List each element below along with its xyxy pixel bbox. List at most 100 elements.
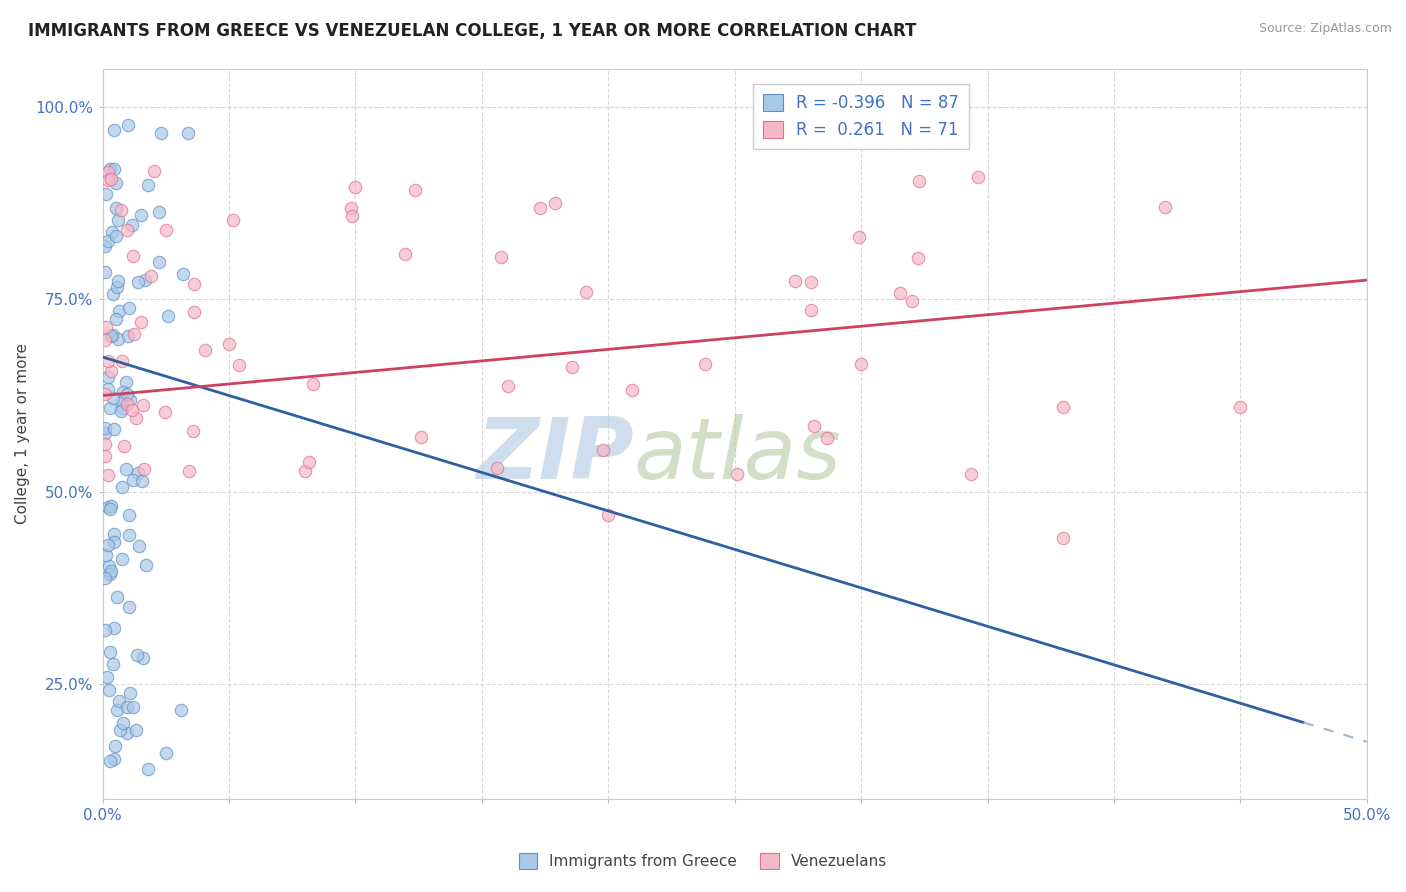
Point bbox=[298, 455, 321, 469]
Point bbox=[592, 443, 614, 458]
Point bbox=[104, 201, 127, 215]
Point bbox=[117, 699, 139, 714]
Point bbox=[111, 715, 134, 730]
Point bbox=[94, 387, 117, 401]
Point bbox=[97, 467, 120, 482]
Point bbox=[117, 527, 139, 541]
Point bbox=[340, 209, 363, 223]
Point bbox=[105, 176, 128, 190]
Point bbox=[128, 539, 150, 553]
Point bbox=[103, 123, 125, 137]
Point bbox=[693, 357, 716, 371]
Point bbox=[967, 170, 990, 185]
Point bbox=[118, 301, 141, 316]
Text: Source: ZipAtlas.com: Source: ZipAtlas.com bbox=[1258, 22, 1392, 36]
Point bbox=[1229, 400, 1251, 414]
Point bbox=[105, 280, 128, 294]
Point bbox=[575, 285, 598, 300]
Point bbox=[117, 119, 139, 133]
Point bbox=[561, 359, 583, 374]
Point bbox=[111, 384, 134, 399]
Point bbox=[98, 502, 121, 516]
Point bbox=[177, 126, 200, 140]
Text: IMMIGRANTS FROM GREECE VS VENEZUELAN COLLEGE, 1 YEAR OR MORE CORRELATION CHART: IMMIGRANTS FROM GREECE VS VENEZUELAN COL… bbox=[28, 22, 917, 40]
Point bbox=[103, 287, 125, 301]
Legend: Immigrants from Greece, Venezuelans: Immigrants from Greece, Venezuelans bbox=[513, 847, 893, 875]
Point bbox=[98, 161, 121, 176]
Point bbox=[96, 173, 118, 187]
Point bbox=[103, 161, 125, 176]
Point bbox=[148, 255, 170, 269]
Point bbox=[179, 464, 201, 478]
Point bbox=[132, 398, 155, 412]
Point bbox=[129, 315, 152, 329]
Point bbox=[815, 431, 838, 445]
Point bbox=[848, 230, 870, 244]
Point bbox=[107, 694, 129, 708]
Point bbox=[125, 410, 148, 425]
Point bbox=[485, 461, 508, 475]
Point bbox=[117, 329, 139, 343]
Point bbox=[94, 265, 117, 279]
Point bbox=[100, 225, 122, 239]
Point bbox=[339, 201, 361, 215]
Point bbox=[100, 329, 122, 343]
Point bbox=[103, 752, 125, 766]
Point bbox=[193, 343, 215, 357]
Point bbox=[598, 508, 620, 522]
Point bbox=[121, 473, 143, 487]
Point bbox=[94, 320, 117, 334]
Point bbox=[122, 249, 145, 263]
Point bbox=[491, 251, 513, 265]
Point bbox=[149, 126, 172, 140]
Point bbox=[110, 723, 132, 738]
Point bbox=[98, 401, 121, 416]
Point bbox=[118, 392, 141, 407]
Legend: R = -0.396   N = 87, R =  0.261   N = 71: R = -0.396 N = 87, R = 0.261 N = 71 bbox=[754, 84, 969, 149]
Y-axis label: College, 1 year or more: College, 1 year or more bbox=[15, 343, 30, 524]
Point bbox=[960, 467, 983, 481]
Point bbox=[183, 305, 205, 319]
Point bbox=[97, 234, 120, 248]
Point bbox=[96, 549, 118, 563]
Point bbox=[118, 508, 141, 523]
Point bbox=[121, 403, 143, 417]
Point bbox=[107, 213, 129, 227]
Point bbox=[1052, 400, 1074, 414]
Point bbox=[131, 474, 153, 488]
Point bbox=[411, 430, 433, 444]
Point bbox=[97, 370, 120, 384]
Point bbox=[100, 364, 122, 378]
Point bbox=[394, 247, 416, 261]
Point bbox=[105, 590, 128, 604]
Point bbox=[121, 218, 143, 232]
Point bbox=[172, 267, 194, 281]
Point bbox=[94, 238, 117, 252]
Point bbox=[155, 223, 177, 237]
Point bbox=[107, 331, 129, 345]
Point bbox=[294, 464, 316, 478]
Point bbox=[800, 275, 823, 289]
Point bbox=[529, 201, 551, 215]
Point bbox=[96, 670, 118, 684]
Point bbox=[111, 551, 134, 566]
Point bbox=[94, 571, 117, 585]
Point bbox=[135, 558, 157, 573]
Point bbox=[127, 275, 149, 289]
Point bbox=[94, 333, 117, 347]
Text: ZIP: ZIP bbox=[477, 415, 634, 498]
Point bbox=[104, 739, 127, 753]
Point bbox=[97, 538, 120, 552]
Point bbox=[103, 534, 125, 549]
Point bbox=[139, 268, 162, 283]
Point bbox=[114, 462, 136, 476]
Point bbox=[115, 726, 138, 740]
Point bbox=[97, 500, 120, 514]
Point bbox=[908, 174, 931, 188]
Point bbox=[136, 178, 159, 192]
Point bbox=[889, 285, 911, 300]
Point bbox=[228, 358, 250, 372]
Point bbox=[1153, 200, 1175, 214]
Point bbox=[101, 657, 124, 672]
Point bbox=[111, 393, 134, 408]
